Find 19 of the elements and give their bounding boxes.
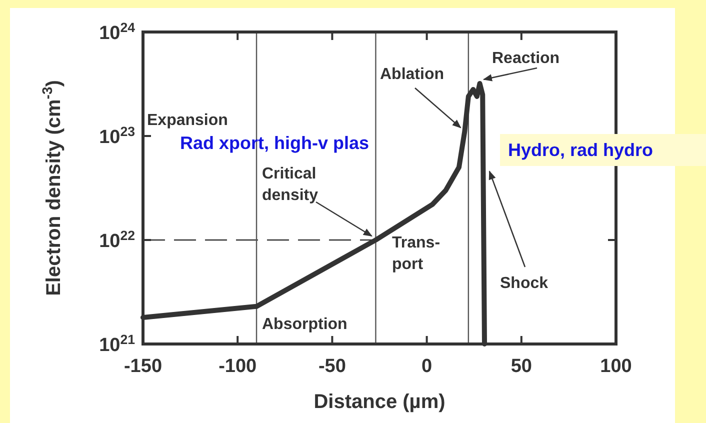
y-tick-label: 10$^{23}$ <box>99 124 135 148</box>
x-tick-label: 50 <box>510 356 532 377</box>
annotation: Ablation <box>380 66 444 83</box>
annotation: Shock <box>500 275 548 292</box>
annotation: Expansion <box>147 112 228 129</box>
annotation: Reaction <box>492 50 560 67</box>
y-tick-label: 10$^{24}$ <box>99 20 136 44</box>
x-tick-label: 0 <box>422 356 432 377</box>
annotation: Trans- port <box>392 234 440 273</box>
annotation: Hydro, rad hydro <box>508 140 654 160</box>
annotation: Absorption <box>262 316 348 333</box>
x-tick-label: 100 <box>600 356 632 377</box>
x-tick-label: -50 <box>318 356 346 377</box>
y-tick-label: 10$^{22}$ <box>99 228 135 252</box>
annotation: Critical density <box>262 165 318 204</box>
x-tick-label: -150 <box>124 356 162 377</box>
x-axis-title: Distance (µm) <box>314 391 446 413</box>
x-tick-label: -100 <box>218 356 257 377</box>
y-tick-label: 10$^{21}$ <box>99 332 136 356</box>
